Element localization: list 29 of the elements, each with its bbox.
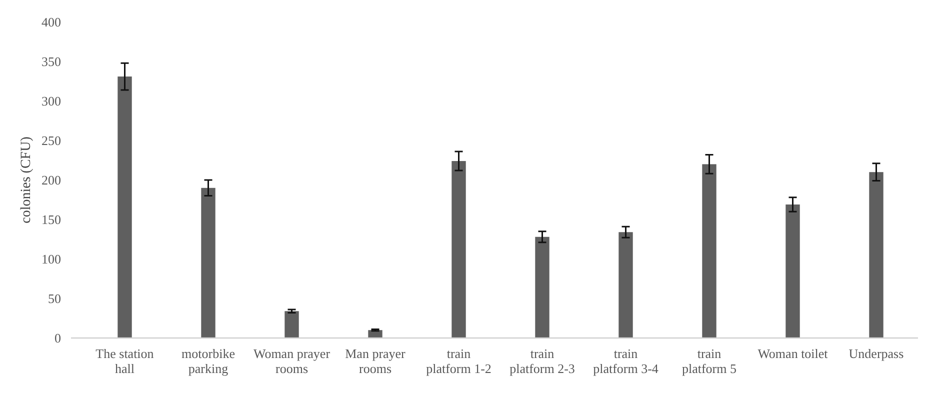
y-tick-label: 300 — [42, 94, 61, 109]
x-tick-label: The station hall — [96, 346, 154, 376]
y-tick-label: 100 — [42, 252, 61, 267]
bar — [869, 172, 884, 338]
x-tick-label: Woman prayer rooms — [253, 346, 331, 376]
y-tick-label: 200 — [42, 172, 61, 188]
x-tick-label: train platform 5 — [682, 346, 737, 376]
x-tick-label: Woman toilet — [758, 346, 828, 361]
y-axis-title: colonies (CFU) — [19, 136, 34, 224]
bar — [201, 188, 216, 338]
bar — [786, 204, 800, 338]
x-tick-label: motorbike parking — [182, 346, 236, 376]
y-tick-label: 150 — [42, 212, 61, 228]
bar — [618, 232, 633, 338]
bar — [535, 236, 550, 338]
x-tick-label: Man prayer rooms — [345, 346, 406, 376]
y-tick-label: 0 — [54, 330, 61, 346]
x-tick-label: Underpass — [848, 346, 904, 361]
bar — [452, 161, 466, 338]
x-tick-label: train platform 2-3 — [510, 346, 575, 376]
bar — [118, 76, 132, 338]
x-tick-label: train platform 1-2 — [426, 346, 492, 376]
y-tick-label: 400 — [42, 14, 61, 30]
bar — [702, 164, 716, 338]
bar — [284, 311, 299, 338]
x-tick-label: train platform 3-4 — [593, 346, 659, 376]
y-tick-label: 50 — [48, 291, 61, 306]
y-tick-label: 350 — [42, 54, 61, 70]
y-tick-label: 250 — [42, 133, 61, 148]
